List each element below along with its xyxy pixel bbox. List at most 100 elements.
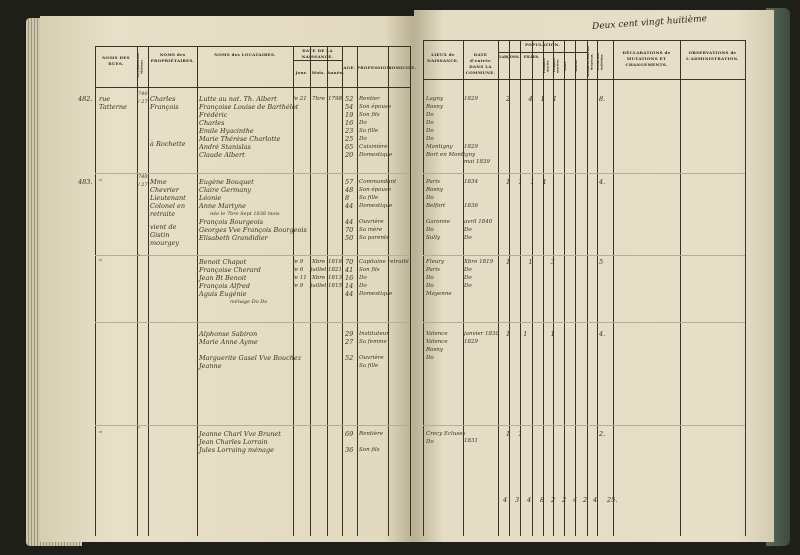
column-header: NOMS DES RUES.: [102, 55, 130, 66]
birthplace: Crecy Ecluses: [426, 431, 466, 437]
profession: Do: [359, 275, 367, 281]
column-total: 2: [551, 496, 556, 504]
birthplace: Lagny: [426, 96, 444, 102]
individuals-total: 5: [599, 258, 604, 266]
column-header: Jour.: [295, 70, 308, 75]
column-rule: [310, 46, 311, 536]
birthplace: Do: [426, 195, 434, 201]
age: 65: [345, 143, 354, 151]
age: 25: [345, 135, 354, 143]
tenant-name: Georges Vve François Bourgeois: [199, 226, 307, 234]
column-rule: [137, 46, 138, 536]
population-subheader-rule: [498, 52, 587, 53]
column-total: 25.: [607, 496, 618, 504]
tenant-name: Marguerite Gasel Vve Bouchez: [199, 354, 302, 362]
birthplace: Rosny: [426, 187, 443, 193]
column-rule: [293, 46, 294, 536]
entry-date: 1834: [464, 179, 478, 185]
tenant-name: Charles: [199, 119, 225, 127]
column-total: 4: [573, 496, 578, 504]
tenant-note: née le 7bre Sept 1838 mois: [210, 211, 280, 217]
column-rule: [520, 40, 521, 536]
right-page: [414, 10, 774, 542]
entry-number: 482.: [78, 95, 93, 103]
birth-date-part: le 6: [293, 267, 304, 273]
tenant-name: Frédéric: [199, 111, 228, 119]
header-top-rule: [423, 40, 745, 41]
tenant-name: Elisabeth Grandidier: [199, 234, 268, 242]
individuals-total: 4.: [599, 178, 606, 186]
column-header: Mois.: [311, 70, 326, 75]
profession: Do: [359, 120, 367, 126]
tenant-name: Jeanne Charl Vve Brunet: [199, 430, 281, 438]
birthplace: Montigny: [426, 144, 453, 150]
column-header: DOMICILE.: [388, 65, 417, 70]
age: 20: [345, 151, 354, 159]
population-counts: 1 1: [506, 430, 526, 438]
profession: Son fils: [359, 267, 380, 273]
entry-date: avril 1840: [464, 219, 493, 225]
birth-date-part: le 21: [293, 96, 307, 102]
age: 36: [345, 446, 354, 454]
age: 54: [345, 103, 354, 111]
column-rule: [613, 40, 614, 536]
entry-date: 1829: [464, 339, 478, 345]
entry-date: 1836: [464, 203, 478, 209]
column-header: NOMS des LOCATAIRES.: [214, 52, 276, 57]
column-rule: [197, 46, 198, 536]
birthplace: Sully: [426, 235, 440, 241]
birthplace: Do: [426, 227, 434, 233]
tenant-name: Marie Thérèse Charlotte: [199, 135, 281, 143]
column-rule: [423, 40, 424, 536]
tenant-name: André Stanislas: [199, 143, 251, 151]
birth-date-part: Xbre: [311, 259, 326, 265]
age: 69: [345, 430, 354, 438]
birthplace: Valence: [426, 339, 448, 345]
house-number: 740 / 27: [138, 174, 148, 188]
birthplace: Paris: [426, 267, 440, 273]
entry-date: Xbre 1819: [464, 259, 494, 265]
profession: Son épouse: [359, 104, 392, 110]
tenant-name: Marie Anne Ayme: [199, 338, 258, 346]
age: 70: [345, 258, 354, 266]
age: 52: [345, 354, 354, 362]
profession: Sa fille: [359, 195, 379, 201]
column-header: POPULATION.: [524, 42, 561, 47]
column-rule: [745, 40, 746, 536]
row-separator: [95, 255, 410, 256]
column-rule: [148, 46, 149, 536]
birth-date-part: 1798: [328, 96, 342, 102]
age: 14: [345, 282, 354, 290]
birthplace: Do: [426, 128, 434, 134]
header-bottom-rule: [95, 87, 410, 88]
street-name: ": [99, 430, 102, 438]
entry-date: Do: [464, 227, 472, 233]
column-rule: [564, 40, 565, 536]
tenant-note: ménage Do Do: [230, 299, 268, 305]
owner-name: Charles François: [150, 95, 179, 111]
profession: Sa fille: [359, 128, 379, 134]
column-total: 4: [593, 496, 598, 504]
tenant-name: Claude Albert: [199, 151, 245, 159]
column-rule: [388, 46, 389, 536]
entry-date: mai 1839: [464, 159, 490, 165]
header-top-rule: [95, 46, 410, 47]
profession: Sa fille: [359, 363, 379, 369]
column-rule: [680, 40, 681, 536]
profession: Instituteur: [359, 331, 389, 337]
entry-date: 1829: [464, 96, 478, 102]
row-separator: [95, 425, 410, 426]
column-rule: [498, 40, 499, 536]
profession: Ouvrière: [359, 355, 384, 361]
street-name: ": [99, 258, 102, 266]
birth-date-part: 7bre: [312, 96, 325, 102]
profession: Do: [359, 283, 367, 289]
age: 44: [345, 218, 354, 226]
profession: Domestique: [359, 291, 393, 297]
age: 70: [345, 226, 354, 234]
tenant-name: Aguis Eugénie: [199, 290, 247, 298]
entry-date: Do: [464, 267, 472, 273]
age: 52: [345, 95, 354, 103]
column-header: TOTAL des individus.: [596, 52, 604, 71]
profession: Rentier: [359, 96, 380, 102]
